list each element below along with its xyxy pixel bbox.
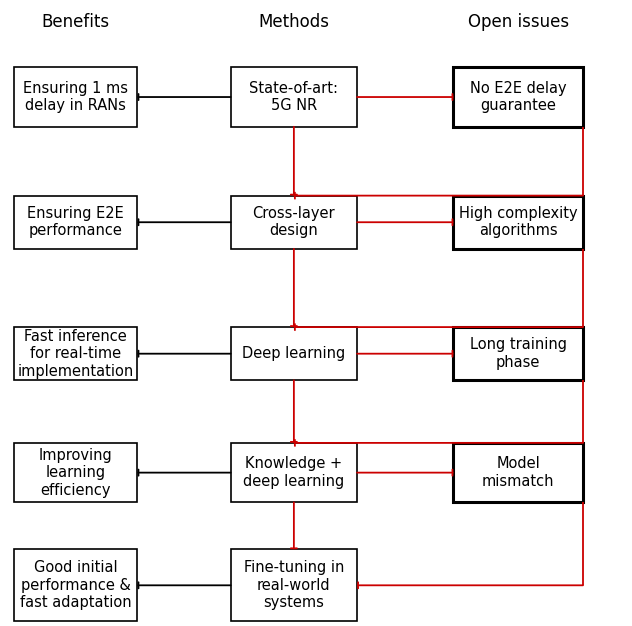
Text: Cross-layer
design: Cross-layer design (253, 206, 335, 239)
Text: No E2E delay
guarantee: No E2E delay guarantee (470, 81, 566, 113)
Text: Deep learning: Deep learning (242, 346, 346, 361)
FancyBboxPatch shape (14, 327, 138, 380)
FancyBboxPatch shape (453, 443, 583, 502)
FancyBboxPatch shape (231, 195, 357, 249)
Text: Benefits: Benefits (42, 13, 110, 31)
Text: Fast inference
for real-time
implementation: Fast inference for real-time implementat… (18, 329, 134, 379)
Text: Good initial
performance &
fast adaptation: Good initial performance & fast adaptati… (20, 560, 131, 610)
Text: Model
mismatch: Model mismatch (482, 456, 554, 489)
FancyBboxPatch shape (453, 195, 583, 249)
FancyBboxPatch shape (453, 68, 583, 126)
FancyBboxPatch shape (231, 550, 357, 621)
FancyBboxPatch shape (14, 550, 138, 621)
Text: Ensuring 1 ms
delay in RANs: Ensuring 1 ms delay in RANs (23, 81, 128, 113)
Text: Long training
phase: Long training phase (470, 337, 567, 370)
Text: Fine-tuning in
real-world
systems: Fine-tuning in real-world systems (244, 560, 344, 610)
Text: Methods: Methods (258, 13, 329, 31)
FancyBboxPatch shape (231, 68, 357, 126)
Text: State-of-art:
5G NR: State-of-art: 5G NR (250, 81, 338, 113)
Text: Open issues: Open issues (468, 13, 569, 31)
FancyBboxPatch shape (231, 327, 357, 380)
FancyBboxPatch shape (231, 443, 357, 502)
Text: Ensuring E2E
performance: Ensuring E2E performance (27, 206, 125, 239)
FancyBboxPatch shape (14, 68, 138, 126)
FancyBboxPatch shape (14, 195, 138, 249)
Text: High complexity
algorithms: High complexity algorithms (459, 206, 578, 239)
Text: Knowledge +
deep learning: Knowledge + deep learning (243, 456, 344, 489)
Text: Improving
learning
efficiency: Improving learning efficiency (39, 448, 112, 498)
FancyBboxPatch shape (14, 443, 138, 502)
FancyBboxPatch shape (453, 327, 583, 380)
